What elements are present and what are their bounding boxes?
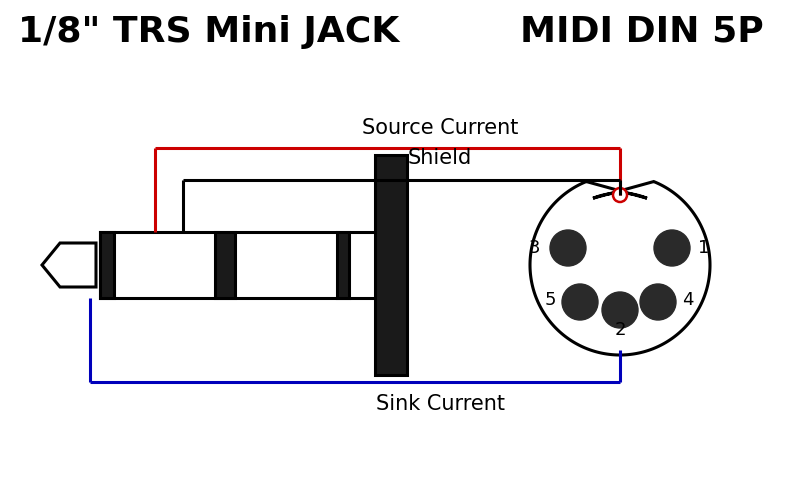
Polygon shape [530, 181, 710, 355]
Bar [100, 232, 114, 298]
Text: MIDI DIN 5P: MIDI DIN 5P [520, 15, 764, 49]
Text: 2: 2 [614, 321, 626, 339]
Text: 3: 3 [529, 239, 540, 257]
Circle shape [640, 284, 676, 320]
Text: 1/8" TRS Mini JACK: 1/8" TRS Mini JACK [18, 15, 399, 49]
Circle shape [613, 188, 627, 202]
Text: 4: 4 [682, 291, 694, 309]
Bar [100, 232, 390, 298]
Text: Sink Current: Sink Current [375, 394, 505, 414]
Circle shape [562, 284, 598, 320]
Text: 5: 5 [545, 291, 556, 309]
Circle shape [654, 230, 690, 266]
Text: 1: 1 [698, 239, 710, 257]
Circle shape [602, 292, 638, 328]
Bar [337, 232, 349, 298]
Bar [375, 155, 407, 375]
Text: Shield: Shield [408, 148, 472, 168]
Text: Source Current: Source Current [362, 118, 518, 138]
Polygon shape [42, 243, 96, 287]
Circle shape [550, 230, 586, 266]
Bar [215, 232, 235, 298]
